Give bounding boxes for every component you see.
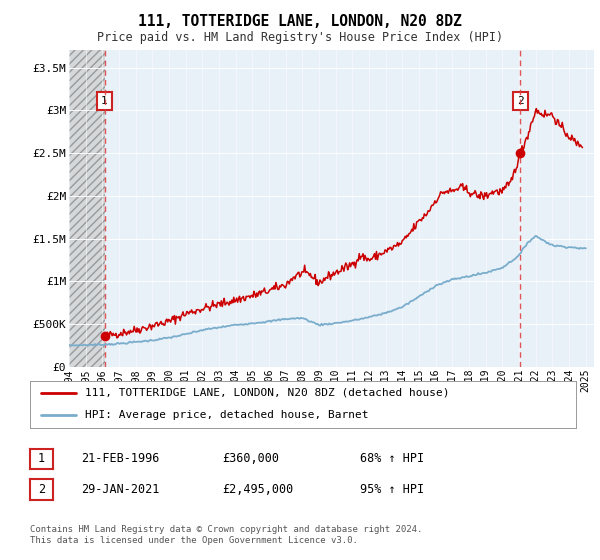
Text: 1: 1 — [38, 452, 45, 465]
Text: 2: 2 — [517, 96, 524, 106]
Text: 111, TOTTERIDGE LANE, LONDON, N20 8DZ (detached house): 111, TOTTERIDGE LANE, LONDON, N20 8DZ (d… — [85, 388, 449, 398]
Text: 29-JAN-2021: 29-JAN-2021 — [81, 483, 160, 496]
Text: Price paid vs. HM Land Registry's House Price Index (HPI): Price paid vs. HM Land Registry's House … — [97, 31, 503, 44]
Text: 2: 2 — [38, 483, 45, 496]
Text: 111, TOTTERIDGE LANE, LONDON, N20 8DZ: 111, TOTTERIDGE LANE, LONDON, N20 8DZ — [138, 14, 462, 29]
Text: 68% ↑ HPI: 68% ↑ HPI — [360, 452, 424, 465]
Text: HPI: Average price, detached house, Barnet: HPI: Average price, detached house, Barn… — [85, 410, 368, 420]
Bar — [69, 50, 104, 367]
Text: 21-FEB-1996: 21-FEB-1996 — [81, 452, 160, 465]
Bar — [69, 50, 104, 367]
Text: £360,000: £360,000 — [222, 452, 279, 465]
Text: 95% ↑ HPI: 95% ↑ HPI — [360, 483, 424, 496]
Text: Contains HM Land Registry data © Crown copyright and database right 2024.
This d: Contains HM Land Registry data © Crown c… — [30, 525, 422, 545]
Text: 1: 1 — [101, 96, 108, 106]
Text: £2,495,000: £2,495,000 — [222, 483, 293, 496]
